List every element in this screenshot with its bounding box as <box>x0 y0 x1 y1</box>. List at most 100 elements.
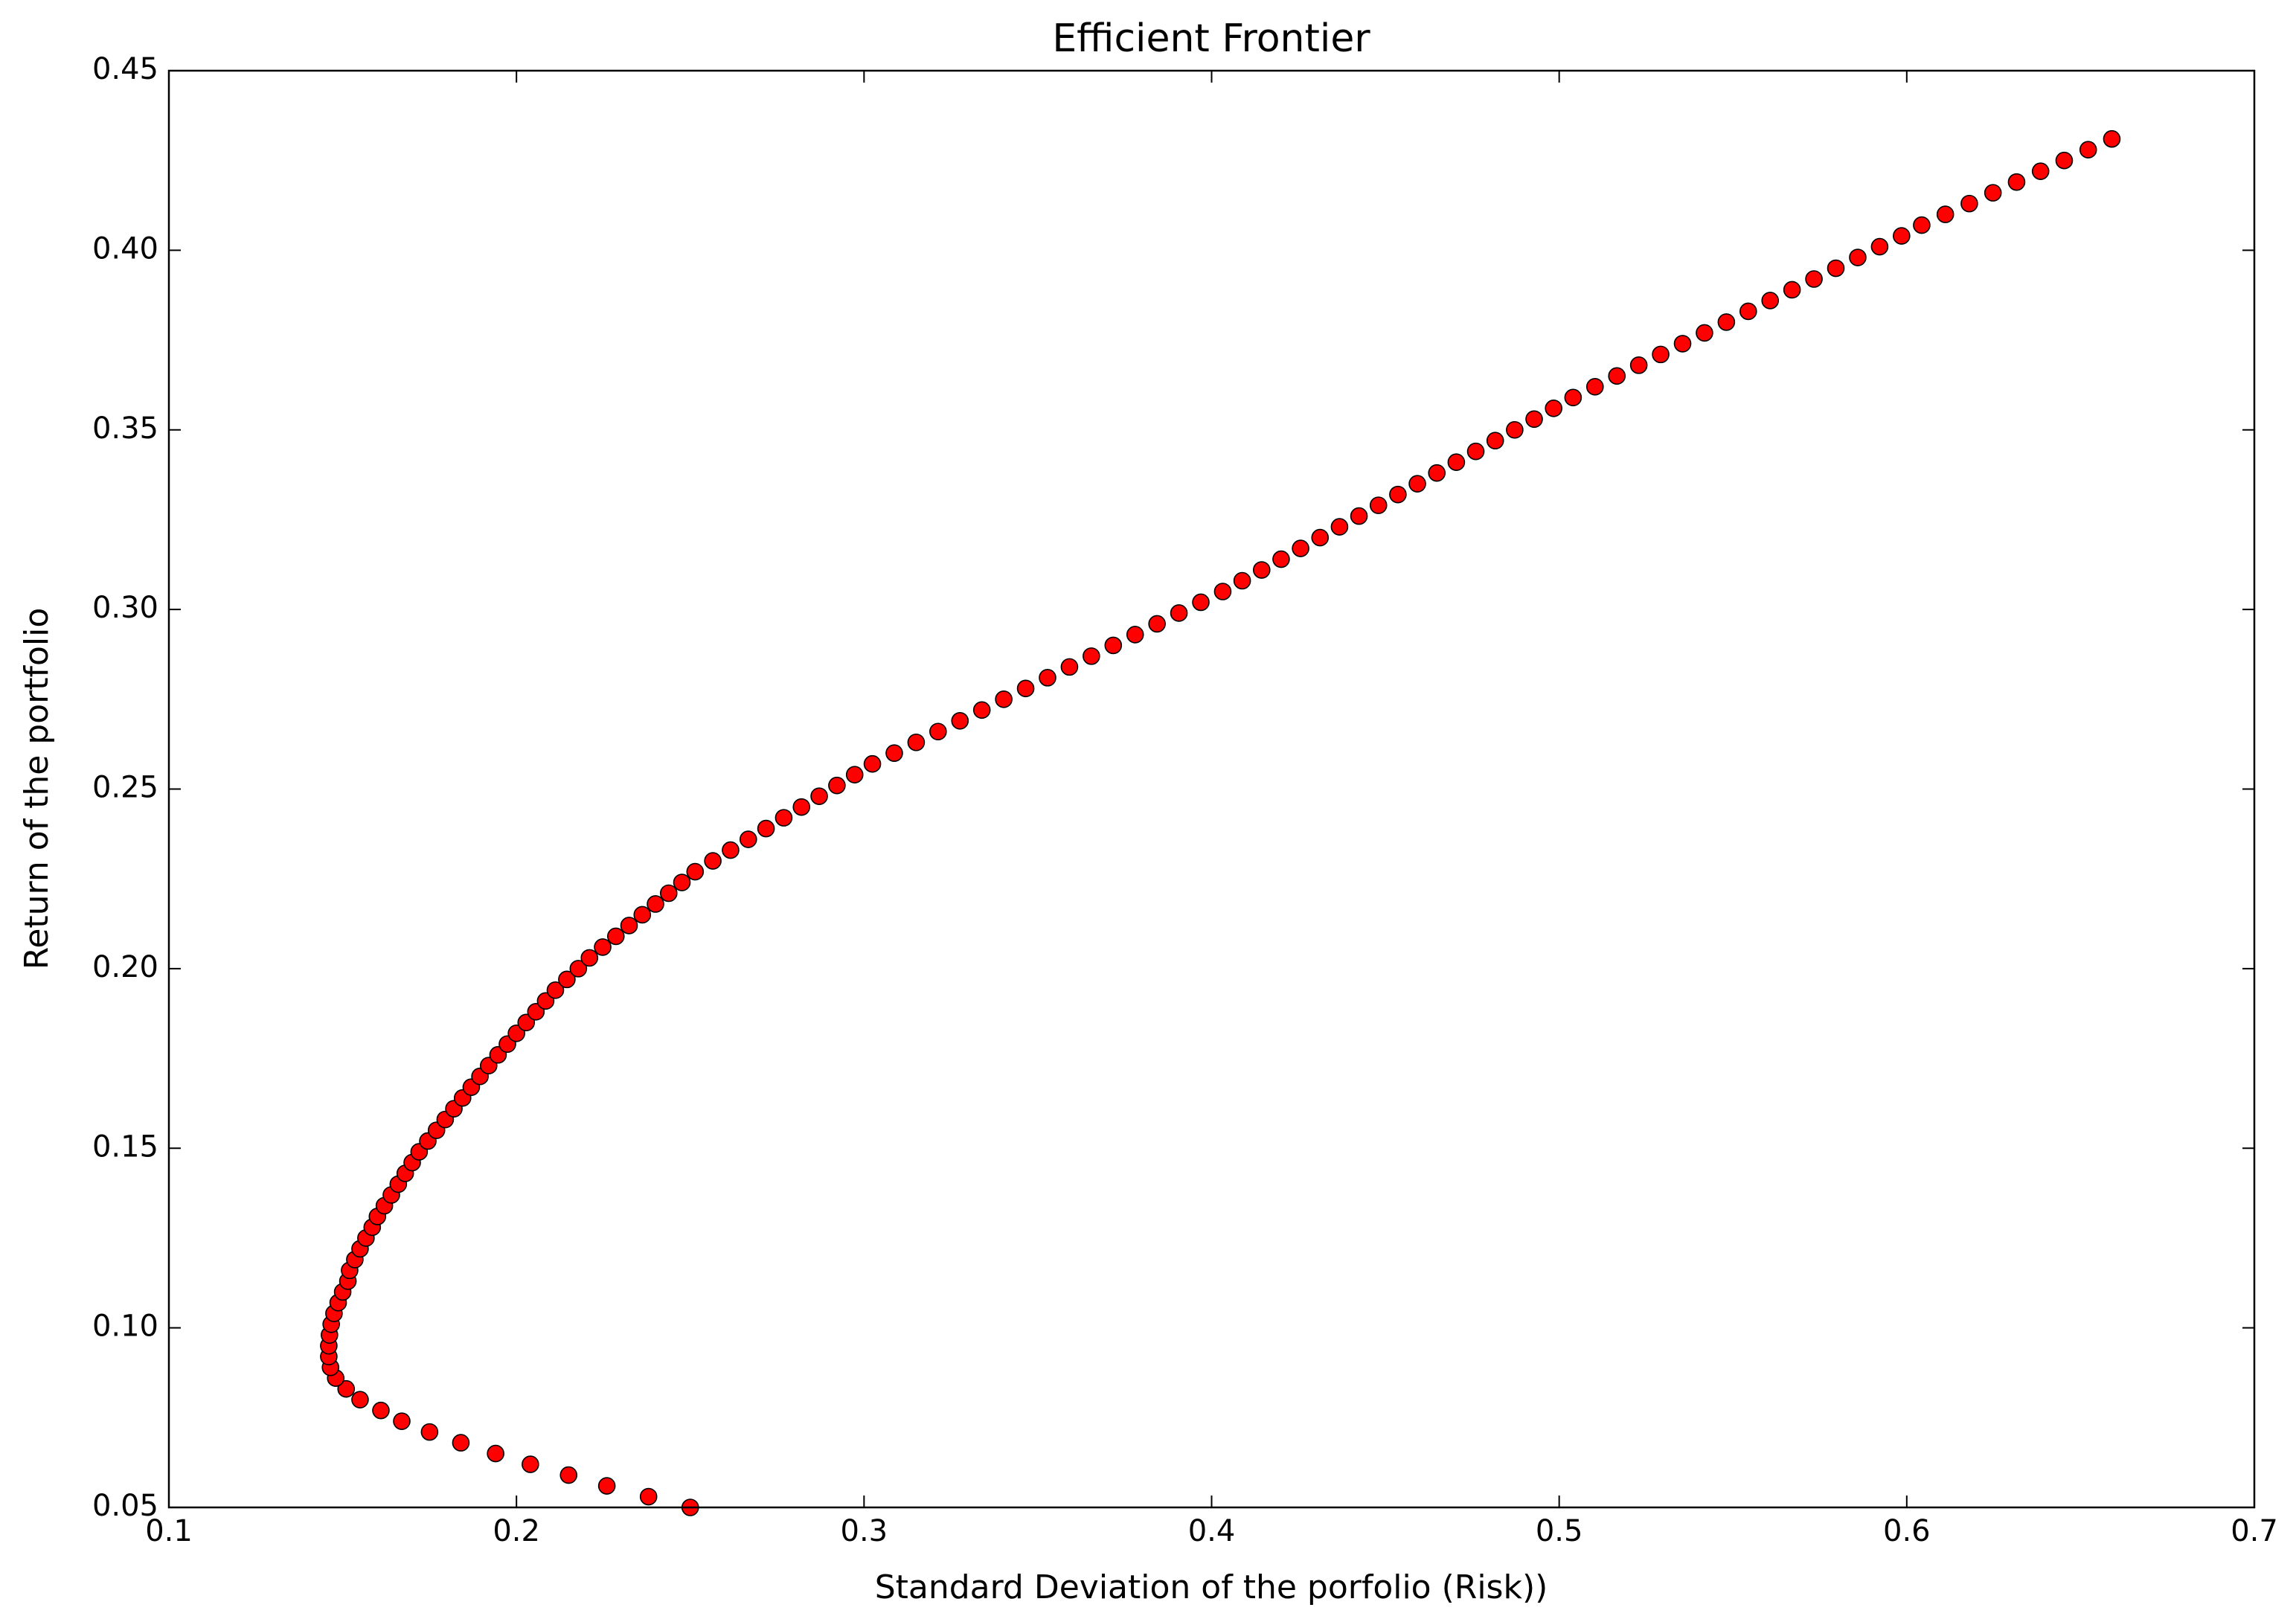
data-point <box>594 938 612 956</box>
x-axis-label: Standard Deviation of the porfolio (Risk… <box>875 1568 1548 1606</box>
data-point <box>1849 249 1867 266</box>
plot-area <box>320 129 2121 1516</box>
data-point <box>639 1487 658 1506</box>
data-point <box>1447 453 1466 471</box>
y-tick-label: 0.45 <box>92 52 158 86</box>
data-point <box>1083 647 1100 665</box>
data-point <box>1761 292 1780 310</box>
data-point <box>1252 561 1271 579</box>
data-point <box>2007 173 2026 191</box>
y-axis-label: Return of the portfolio <box>18 608 56 970</box>
data-point <box>1213 583 1232 600</box>
data-point <box>647 895 664 913</box>
data-point <box>1428 464 1446 482</box>
data-point <box>620 917 638 935</box>
data-point <box>1629 356 1648 374</box>
data-point <box>739 830 757 848</box>
data-point <box>2031 162 2050 180</box>
data-point <box>2103 129 2121 148</box>
data-point <box>420 1423 439 1441</box>
data-point <box>1545 399 1562 417</box>
data-point <box>1525 410 1543 429</box>
data-point <box>885 744 903 763</box>
x-tick-label: 0.6 <box>1883 1514 1931 1548</box>
data-point <box>1389 485 1407 504</box>
y-tick-label: 0.20 <box>92 950 158 984</box>
data-point <box>659 884 678 903</box>
data-point <box>704 852 722 870</box>
data-point <box>558 970 576 989</box>
data-point <box>1870 237 1889 256</box>
data-point <box>907 733 926 751</box>
y-tick-label: 0.40 <box>92 231 158 266</box>
data-point <box>569 960 588 978</box>
data-point <box>633 905 652 924</box>
data-point <box>487 1444 504 1463</box>
data-point <box>1408 475 1426 493</box>
data-point <box>1673 335 1692 353</box>
data-point <box>1827 259 1845 278</box>
data-point <box>1783 281 1801 299</box>
data-point <box>1104 636 1123 655</box>
data-point <box>1272 550 1290 568</box>
data-point <box>972 701 991 719</box>
y-tick-label: 0.10 <box>92 1310 158 1344</box>
data-point <box>1739 302 1757 321</box>
data-point <box>1039 669 1056 687</box>
data-point <box>775 809 793 827</box>
data-point <box>1717 313 1736 331</box>
data-point <box>686 862 705 881</box>
data-point <box>1585 378 1604 396</box>
x-tick-label: 0.7 <box>2231 1514 2278 1548</box>
data-point <box>1564 388 1582 407</box>
data-point <box>1913 216 1931 234</box>
data-point <box>1369 496 1388 514</box>
x-tick-label: 0.4 <box>1188 1514 1236 1548</box>
data-point <box>1960 194 1978 213</box>
data-point <box>546 981 565 999</box>
data-point <box>1148 615 1166 633</box>
data-point <box>929 722 947 741</box>
data-point <box>1936 205 1955 223</box>
data-point <box>810 787 828 805</box>
y-tick-label: 0.15 <box>92 1129 158 1164</box>
data-point <box>1126 626 1144 644</box>
data-point <box>828 776 846 795</box>
data-point <box>1350 507 1368 525</box>
data-point <box>951 711 969 730</box>
data-point <box>1060 658 1079 676</box>
y-tick-label: 0.35 <box>92 411 158 446</box>
data-point <box>351 1391 369 1408</box>
data-point <box>1330 518 1349 536</box>
data-point <box>559 1466 578 1484</box>
data-point <box>1506 420 1524 439</box>
data-point <box>606 927 625 946</box>
data-point <box>1652 345 1670 364</box>
data-point <box>2055 151 2074 170</box>
data-point <box>845 766 864 783</box>
data-point <box>1292 539 1309 557</box>
data-point <box>1608 367 1626 385</box>
data-point <box>1192 593 1210 612</box>
y-tick-label: 0.05 <box>92 1489 158 1523</box>
chart-title: Efficient Frontier <box>1052 16 1370 61</box>
data-point <box>1805 270 1823 288</box>
data-point <box>522 1455 539 1473</box>
data-point <box>1170 604 1188 622</box>
x-tick-label: 0.1 <box>145 1514 193 1548</box>
data-point <box>863 754 882 773</box>
data-point <box>1893 227 1911 245</box>
data-point <box>1233 571 1251 590</box>
data-point <box>597 1477 616 1495</box>
data-point <box>372 1401 390 1420</box>
data-point <box>1984 184 2002 202</box>
data-point <box>722 841 740 859</box>
data-point <box>337 1379 356 1398</box>
data-point <box>757 819 775 838</box>
y-tick-label: 0.30 <box>92 591 158 625</box>
data-point <box>1696 324 1713 342</box>
data-point <box>2079 141 2097 159</box>
data-point <box>452 1434 470 1452</box>
